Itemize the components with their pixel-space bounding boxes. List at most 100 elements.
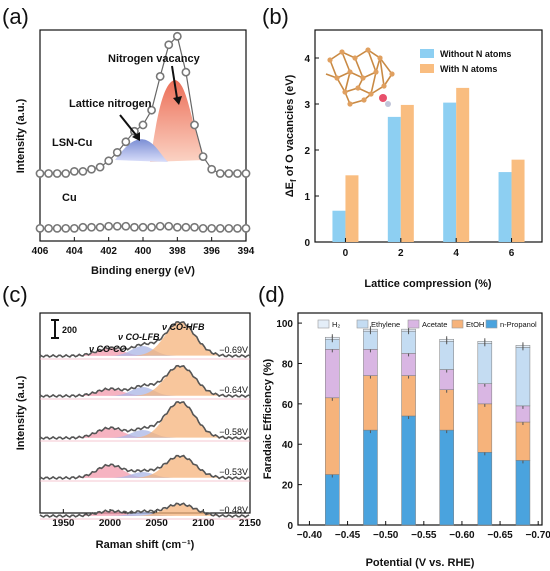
- panel-a-data-point: [87, 164, 96, 174]
- panel-a-data-point: [78, 166, 88, 176]
- panel-d-bar-segment: [363, 429, 378, 526]
- panel-b-bar: [332, 210, 346, 242]
- panel-c-fitted-peak: [135, 322, 225, 356]
- panel-a-data-point: [104, 156, 114, 166]
- panel-b-ytick-label: 4: [304, 54, 310, 65]
- panel-d-ytick-label: 20: [282, 481, 294, 492]
- panel-b-ylabel-sub: f: [289, 179, 298, 182]
- panel-d-ytick-label: 0: [287, 521, 293, 532]
- panel-c-spectrum-line: [39, 364, 250, 399]
- panel-a-data-point: [155, 72, 165, 81]
- panel-c-ylabel: Intensity (a.u.): [15, 375, 27, 450]
- panel-c-potential-label: −0.69V: [219, 345, 248, 355]
- panel-a-data-point: [181, 222, 191, 232]
- panel-a-xtick-label: 400: [135, 246, 152, 257]
- panel-d-legend-swatch: [451, 319, 464, 329]
- panel-a-data-point: [61, 223, 71, 233]
- panel-c-letter: (c): [2, 282, 28, 307]
- co-lfb-annotation: ν CO-LFB: [118, 332, 160, 342]
- panel-d-xtick-label: −0.65: [487, 530, 513, 541]
- panel-d-legend-swatch: [356, 319, 369, 329]
- panel-c-potential-label: −0.53V: [219, 467, 248, 477]
- panel-c-xtick-label: 2050: [146, 518, 169, 529]
- panel-a-data-point: [44, 169, 53, 178]
- panel-d-bar-segment: [477, 403, 493, 453]
- panel-a-data-point: [87, 222, 96, 232]
- panel-d-ytick-label: 40: [282, 440, 294, 451]
- panel-a-data-point: [198, 152, 208, 161]
- panel-a-xps-chart: (a) 406 404 402 400 398 396 394 Binding energy…: [2, 4, 255, 277]
- panel-d-bar-segment: [325, 474, 340, 526]
- panel-c-xtick-label: 1950: [52, 518, 75, 529]
- panel-d-bar-segment: [477, 343, 493, 384]
- panel-d-letter: (d): [258, 282, 285, 307]
- panel-d-ylabel: Faradaic Efficiency (%): [262, 358, 274, 479]
- panel-b-bar-chart: (b) 0 1 2 3 4 0 2 4 6 Lattice compression (%) Δ…: [262, 4, 543, 290]
- panel-d-legend: H₂ Ethylene Acetate EtOH n-Propanol: [317, 319, 537, 329]
- lattice-nitrogen-annotation: Lattice nitrogen: [69, 98, 152, 110]
- panel-b-bar: [443, 102, 457, 243]
- panel-d-xlabel: Potential (V vs. RHE): [366, 557, 475, 569]
- lsn-cu-label: LSN-Cu: [52, 137, 92, 149]
- lattice-nitrogen-arrowhead-icon: [132, 132, 140, 141]
- lattice-nitrogen-peak: [115, 139, 168, 162]
- panel-a-data-point: [44, 223, 53, 233]
- panel-d-bar-segment: [363, 349, 378, 376]
- panel-a-xticks: 406 404 402 400 398 396 394: [32, 237, 255, 257]
- panel-b-xtick-label: 6: [509, 248, 515, 259]
- panel-d-bar-segment: [515, 421, 531, 461]
- panel-a-data-point: [112, 221, 122, 231]
- panel-a-data-point: [233, 169, 242, 178]
- panel-b-ytick-label: 2: [304, 146, 310, 157]
- panel-a-data-point: [181, 67, 191, 77]
- panel-b-ylabel-main: ΔE: [284, 182, 296, 197]
- panel-a-data-point: [190, 120, 199, 130]
- panel-c-traces: −0.69V −0.64V −0.58V −0.53V −0.48V: [39, 320, 250, 520]
- panel-a-data-point: [190, 222, 199, 232]
- panel-b-xlabel: Lattice compression (%): [364, 278, 491, 290]
- panel-a-data-point: [207, 164, 217, 174]
- panel-d-bar-segment: [401, 375, 416, 417]
- panel-c-spectrum-line: [39, 454, 250, 481]
- panel-c-xtick-label: 2150: [239, 518, 262, 529]
- panel-b-letter: (b): [262, 4, 289, 29]
- panel-a-data-point: [95, 162, 105, 172]
- panel-c-fitted-peak: [135, 402, 225, 438]
- panel-a-data-point: [172, 222, 182, 232]
- nitrogen-vacancy-peak: [150, 80, 205, 162]
- panel-b-frame: [314, 29, 543, 243]
- molecule-structure-illustration: [325, 47, 395, 107]
- panel-b-ytick-label: 3: [304, 100, 310, 111]
- panel-a-data-point: [35, 169, 45, 178]
- panel-c-potential-label: −0.48V: [219, 505, 248, 515]
- panel-b-bar: [498, 172, 512, 242]
- panel-a-data-point: [147, 222, 156, 232]
- panel-a-data-point: [61, 169, 71, 178]
- panel-d-bar-segment: [477, 452, 493, 526]
- panel-b-bar: [387, 116, 401, 242]
- panel-d-xtick-label: −0.50: [373, 530, 399, 541]
- panel-a-letter: (a): [2, 4, 29, 29]
- panel-c-potential-label: −0.64V: [219, 385, 248, 395]
- panel-d-legend-swatch: [407, 319, 420, 329]
- panel-a-data-point: [215, 169, 225, 178]
- panel-d-legend-label: H₂: [332, 320, 340, 329]
- panel-a-data-point: [78, 222, 88, 232]
- panel-a-data-point: [69, 166, 79, 176]
- panel-a-data-point: [207, 223, 217, 233]
- panel-a-xtick-label: 396: [203, 246, 220, 257]
- panel-a-ylabel: Intensity (a.u.): [15, 98, 27, 173]
- panel-d-legend-label: EtOH: [466, 320, 484, 329]
- panel-c-xlabel: Raman shift (cm⁻¹): [96, 539, 195, 551]
- panel-d-bar-segment: [515, 460, 531, 526]
- nitrogen-vacancy-arrow: [171, 65, 178, 99]
- panel-a-data-point: [147, 105, 156, 115]
- co-hfb-annotation: ν CO-HFB: [162, 322, 205, 332]
- panel-c-fitted-peak: [135, 366, 225, 396]
- panel-c-potential-label: −0.58V: [219, 427, 248, 437]
- panel-a-data-point: [52, 169, 62, 178]
- panel-d-bar-segment: [439, 429, 454, 526]
- panel-a-data-point: [35, 223, 45, 233]
- panel-b-legend: Without N atoms With N atoms: [420, 49, 511, 74]
- panel-a-data-point: [224, 169, 234, 178]
